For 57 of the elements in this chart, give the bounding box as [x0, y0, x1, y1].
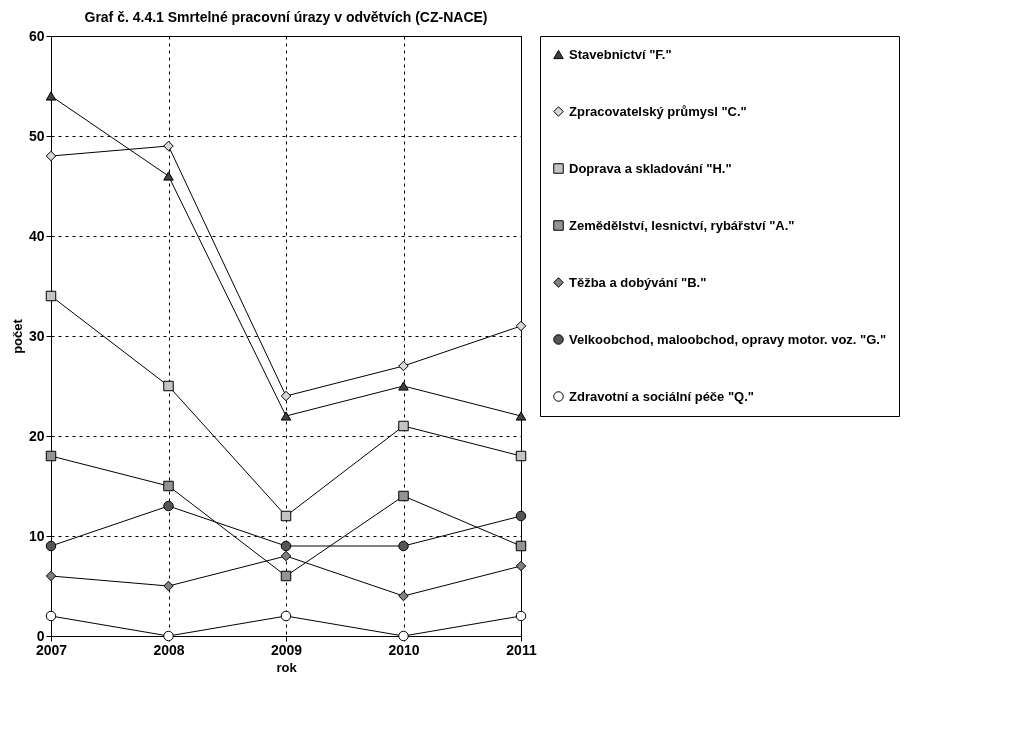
point: [398, 590, 409, 602]
y-tick-label: 10: [28, 527, 45, 544]
point: [280, 610, 292, 622]
point: [398, 360, 409, 372]
legend-label: Těžba a dobývání "B.": [569, 274, 707, 290]
point: [515, 320, 527, 332]
point: [398, 540, 409, 552]
point: [45, 610, 57, 622]
point: [163, 480, 174, 492]
legend-label: Zpracovatelský průmysl "C.": [569, 103, 747, 119]
point: [398, 630, 409, 642]
point: [45, 570, 57, 582]
point: [163, 580, 174, 592]
point: [163, 500, 174, 512]
point: [163, 630, 174, 642]
point: [45, 450, 57, 462]
y-tick-label: 20: [28, 427, 45, 444]
point: [280, 540, 292, 552]
y-tick-label: 50: [28, 127, 45, 144]
x-tick-label: 2009: [270, 641, 303, 658]
legend-label: Doprava a skladování "H.": [569, 160, 732, 176]
legend-label: Stavebnictví "F.": [569, 46, 672, 62]
point: [45, 290, 57, 302]
point: [280, 510, 292, 522]
point: [280, 411, 292, 421]
x-tick-label: 2010: [388, 641, 420, 658]
x-tick-label: 2008: [153, 641, 185, 658]
point: [515, 411, 527, 421]
x-tick-label: 2011: [506, 641, 537, 658]
point: [45, 150, 57, 162]
point: [398, 381, 409, 391]
point: [515, 450, 527, 462]
point: [163, 171, 174, 181]
y-tick-label: 60: [28, 27, 45, 44]
y-tick-label: 30: [28, 327, 45, 344]
point: [398, 420, 409, 432]
legend-label: Velkoobchod, maloobchod, opravy motor. voz. "G.": [569, 331, 887, 347]
chart-title: Graf č. 4.4.1 Smrtelné pracovní úrazy v odvětvích (CZ-NACE): [84, 9, 488, 25]
point: [280, 550, 292, 562]
y-tick-label: 40: [28, 227, 45, 244]
point: [398, 490, 409, 502]
point: [163, 140, 174, 152]
point: [515, 560, 527, 572]
point: [515, 540, 527, 552]
x-axis-title: rok: [276, 659, 298, 675]
point: [280, 390, 292, 402]
point: [45, 91, 57, 101]
point: [280, 570, 292, 582]
point: [515, 610, 527, 622]
legend-label: Zdravotní a sociální péče "Q.": [569, 388, 754, 404]
legend-label: Zemědělství, lesnictví, rybářství "A.": [569, 217, 795, 233]
x-tick-label: 2007: [35, 641, 68, 658]
point: [163, 380, 174, 392]
y-axis-title: počet: [9, 318, 25, 354]
point: [515, 510, 527, 522]
point: [45, 540, 57, 552]
y-tick-label: 0: [36, 627, 45, 644]
